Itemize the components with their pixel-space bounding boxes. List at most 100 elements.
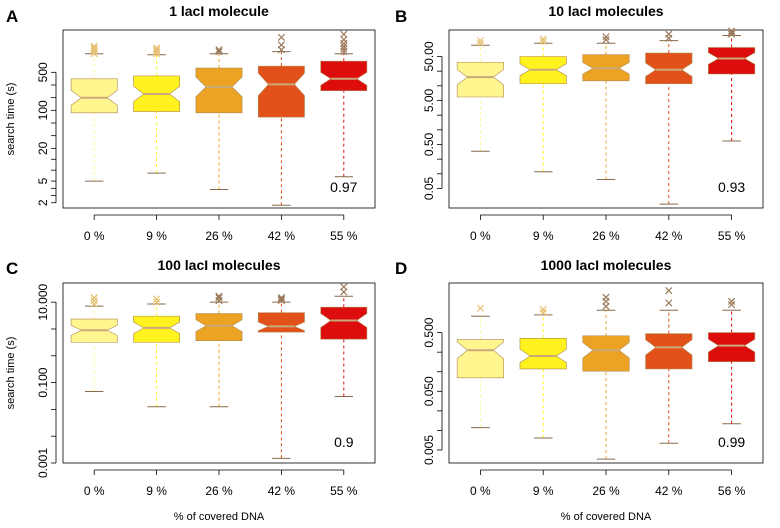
outlier-mark bbox=[539, 308, 547, 317]
y-tick-label: 5 bbox=[36, 177, 50, 184]
panel-b-title: 10 lacI molecules bbox=[548, 3, 663, 19]
y-tick-label: 0.05 bbox=[422, 176, 436, 200]
y-tick-label: 10.000 bbox=[36, 284, 50, 321]
y-tick-label: 0.050 bbox=[422, 376, 436, 406]
y-tick-label: 100 bbox=[36, 100, 50, 120]
outlier-mark bbox=[277, 296, 286, 305]
category-label: 9 % bbox=[533, 229, 554, 243]
outlier-mark bbox=[90, 293, 98, 302]
outlier-mark bbox=[340, 35, 348, 44]
outlier-mark bbox=[215, 46, 223, 54]
outlier-mark bbox=[665, 299, 673, 307]
box-body bbox=[320, 60, 368, 91]
box-2 bbox=[133, 295, 180, 408]
y-tick-label: 0.100 bbox=[36, 367, 50, 397]
category-label: 0 % bbox=[84, 229, 105, 243]
outlier-mark bbox=[340, 45, 348, 53]
outlier-mark bbox=[90, 46, 98, 54]
y-tick-label: 0.005 bbox=[422, 435, 436, 465]
category-label: 42 % bbox=[268, 229, 296, 243]
outlier-mark bbox=[727, 27, 736, 35]
plot-frame bbox=[448, 29, 764, 209]
correlation-annotation: 0.99 bbox=[718, 434, 745, 450]
outlier-mark bbox=[727, 297, 736, 306]
y-tick-label: 0.50 bbox=[422, 132, 436, 156]
outlier-mark bbox=[727, 28, 736, 37]
box-body bbox=[195, 313, 243, 342]
category-label: 55 % bbox=[330, 229, 358, 243]
outlier-mark bbox=[90, 44, 98, 52]
y-tick-label: 0.500 bbox=[422, 317, 436, 347]
outlier-mark bbox=[602, 293, 610, 301]
y-tick-label: 500 bbox=[36, 62, 50, 82]
category-label: 42 % bbox=[655, 484, 683, 498]
box-body bbox=[70, 78, 118, 114]
outlier-mark bbox=[277, 41, 286, 49]
box-body bbox=[258, 65, 305, 118]
panel-b: B 10 lacI molecules 0.05 0.50 5.00 50.00 0 %… bbox=[395, 3, 764, 243]
box-1 bbox=[456, 36, 504, 152]
outlier-mark bbox=[602, 36, 610, 44]
box-5 bbox=[708, 297, 756, 425]
panel-c-xlabel: % of covered DNA bbox=[174, 511, 265, 523]
outlier-mark bbox=[90, 42, 98, 50]
category-label: 42 % bbox=[655, 229, 683, 243]
box-body bbox=[645, 333, 693, 370]
outlier-mark bbox=[539, 35, 547, 43]
outlier-mark bbox=[340, 30, 348, 38]
outlier-mark bbox=[340, 48, 348, 56]
category-label: 26 % bbox=[592, 229, 620, 243]
panel-d-title: 1000 lacI molecules bbox=[541, 257, 672, 273]
outlier-mark bbox=[152, 298, 161, 306]
category-label: 9 % bbox=[146, 229, 167, 243]
plot-frame bbox=[448, 282, 764, 464]
outlier-mark bbox=[152, 295, 161, 303]
box-body bbox=[708, 47, 756, 75]
outlier-mark bbox=[340, 283, 348, 291]
box-5 bbox=[708, 27, 756, 142]
outlier-mark bbox=[215, 293, 223, 302]
box-4 bbox=[258, 293, 305, 459]
outlier-mark bbox=[215, 292, 223, 300]
box-3 bbox=[582, 293, 630, 460]
category-label: 9 % bbox=[146, 484, 167, 498]
box-body bbox=[456, 339, 504, 379]
panel-b-plot: 0.05 0.50 5.00 50.00 0 % 9 % 26 % 42 % 55 % 0.93 bbox=[422, 27, 764, 243]
category-label: 42 % bbox=[268, 484, 296, 498]
category-label: 0 % bbox=[84, 484, 105, 498]
box-body bbox=[133, 315, 180, 343]
box-body bbox=[258, 312, 305, 333]
plot-frame bbox=[62, 282, 376, 464]
outlier-mark bbox=[277, 295, 286, 303]
box-5 bbox=[320, 30, 368, 178]
outlier-mark bbox=[476, 39, 485, 47]
outlier-mark bbox=[340, 42, 348, 50]
y-tick-label: 20 bbox=[36, 141, 50, 155]
panel-d-letter: D bbox=[395, 259, 407, 278]
y-tick-label: 50.00 bbox=[422, 41, 436, 71]
category-label: 0 % bbox=[470, 484, 491, 498]
correlation-annotation: 0.9 bbox=[334, 434, 354, 450]
outlier-mark bbox=[90, 296, 98, 305]
y-tick-label: 0.001 bbox=[36, 448, 50, 478]
y-tick-label: 2 bbox=[36, 199, 50, 206]
panel-a-letter: A bbox=[6, 7, 18, 26]
category-label: 26 % bbox=[205, 484, 233, 498]
box-3 bbox=[582, 33, 630, 180]
outlier-mark bbox=[277, 293, 286, 302]
box-2 bbox=[519, 35, 567, 173]
outlier-mark bbox=[152, 44, 161, 52]
plot-frame bbox=[62, 29, 376, 209]
category-label: 9 % bbox=[533, 484, 554, 498]
box-4 bbox=[258, 33, 305, 206]
box-body bbox=[708, 332, 756, 362]
outlier-mark bbox=[215, 48, 223, 56]
panel-c-ylabel: search time (s) bbox=[5, 337, 17, 410]
box-5 bbox=[320, 283, 368, 398]
panel-a-ylabel: search time (s) bbox=[5, 83, 17, 156]
box-1 bbox=[70, 42, 118, 182]
outlier-mark bbox=[277, 33, 286, 41]
box-body bbox=[519, 337, 567, 370]
outlier-mark bbox=[602, 33, 610, 41]
